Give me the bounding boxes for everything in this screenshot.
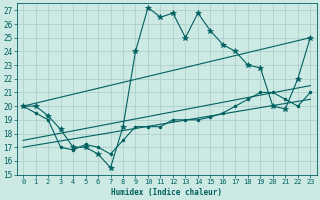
X-axis label: Humidex (Indice chaleur): Humidex (Indice chaleur) [111,188,222,197]
